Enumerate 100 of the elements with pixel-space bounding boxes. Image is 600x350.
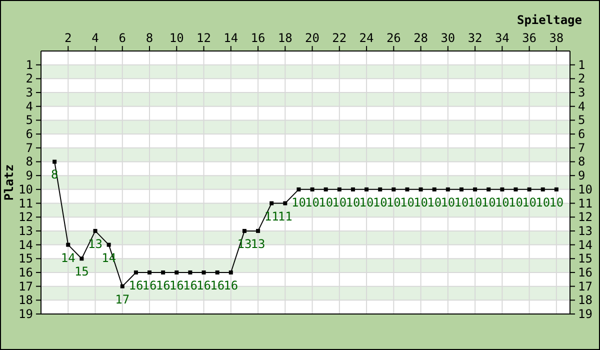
y-tick-label: 6: [26, 127, 33, 142]
point: [500, 187, 504, 192]
x-tick-label: 30: [440, 31, 456, 45]
point: [242, 228, 246, 233]
y2-tick-label: 13: [578, 224, 592, 238]
point: [459, 187, 464, 192]
point: [52, 160, 57, 164]
y-tick-label: 13: [18, 224, 33, 238]
point: [392, 187, 396, 192]
y2-tick-label: 10: [578, 182, 592, 196]
data-label: 10: [427, 195, 442, 210]
y2-tick-label: 1: [578, 58, 586, 72]
point: [418, 187, 423, 192]
point: [66, 242, 70, 247]
data-label: 11: [278, 209, 292, 224]
x-tick-label: 14: [224, 31, 238, 45]
y2-tick-label: 17: [578, 279, 592, 294]
data-label: 10: [291, 195, 306, 210]
point: [174, 270, 179, 274]
y2-tick-label: 7: [578, 140, 586, 155]
point: [337, 187, 342, 192]
x-tick-label: 34: [494, 31, 510, 45]
data-label: 10: [359, 195, 374, 210]
data-label: 16: [196, 278, 211, 292]
y-axis-title: Platz: [2, 164, 16, 201]
x-tick-label: 2: [64, 31, 72, 45]
x-tick-label: 16: [250, 31, 266, 45]
data-label: 10: [549, 195, 564, 210]
y-tick-label: 18: [18, 293, 33, 308]
point: [270, 201, 274, 206]
x-tick-label: 18: [278, 31, 292, 45]
point: [120, 284, 124, 288]
point: [80, 256, 84, 261]
point: [283, 201, 288, 206]
data-label: 16: [156, 278, 170, 292]
data-label: 10: [454, 195, 469, 210]
data-label: 10: [468, 195, 482, 210]
y2-tick-label: 19: [578, 307, 592, 321]
y-tick-label: 19: [18, 307, 33, 321]
data-label: 10: [536, 195, 550, 210]
point: [473, 187, 478, 192]
data-label: 15: [74, 264, 89, 279]
data-label: 10: [494, 195, 510, 210]
y2-tick-label: 12: [578, 210, 592, 224]
x-tick-label: 24: [359, 31, 374, 45]
y-tick-label: 4: [26, 99, 33, 114]
data-label: 10: [305, 195, 320, 210]
y2-tick-label: 9: [578, 168, 586, 183]
data-label: 10: [400, 195, 414, 210]
data-label: 10: [332, 195, 347, 210]
data-label: 16: [210, 278, 225, 292]
point: [134, 270, 138, 274]
point: [514, 187, 518, 192]
y-tick-label: 5: [26, 113, 33, 128]
x-axis-title: Spieltage: [516, 13, 582, 27]
y-tick-label: 17: [18, 279, 33, 294]
y-tick-label: 12: [18, 210, 33, 224]
y2-tick-label: 11: [578, 196, 592, 210]
y-tick-label: 10: [18, 182, 33, 196]
point: [446, 187, 450, 192]
point: [161, 270, 166, 274]
data-label: 10: [414, 195, 428, 210]
y2-tick-label: 15: [578, 252, 592, 266]
point: [350, 187, 355, 192]
point: [527, 187, 532, 192]
point: [432, 187, 436, 192]
data-label: 10: [440, 195, 456, 210]
data-label: 10: [346, 195, 360, 210]
point: [228, 270, 233, 274]
data-label: 16: [169, 278, 184, 292]
data-label: 16: [142, 278, 157, 292]
y2-tick-label: 4: [578, 99, 586, 114]
y-tick-label: 8: [26, 154, 33, 169]
y-tick-label: 1: [26, 58, 33, 72]
y-tick-label: 14: [18, 238, 33, 252]
point: [256, 228, 260, 233]
point: [148, 270, 152, 274]
data-label: 16: [182, 278, 198, 292]
y-tick-label: 9: [26, 168, 33, 183]
y2-tick-label: 2: [578, 72, 586, 86]
point: [296, 187, 301, 192]
x-tick-label: 36: [522, 31, 537, 45]
y2-tick-label: 14: [578, 238, 592, 252]
x-tick-label: 22: [332, 31, 347, 45]
point: [93, 228, 98, 233]
x-tick-label: 10: [169, 31, 184, 45]
data-label: 10: [372, 195, 388, 210]
data-label: 16: [224, 278, 238, 292]
y-tick-label: 2: [26, 72, 33, 86]
x-tick-label: 4: [92, 31, 99, 45]
point: [405, 187, 410, 192]
y2-tick-label: 5: [578, 113, 586, 128]
y-tick-label: 11: [18, 196, 33, 210]
data-label: 13: [250, 236, 266, 251]
x-tick-label: 32: [468, 31, 482, 45]
point: [364, 187, 369, 192]
point: [554, 187, 558, 192]
point: [486, 187, 491, 192]
data-label: 16: [128, 278, 144, 292]
x-tick-label: 12: [196, 31, 211, 45]
